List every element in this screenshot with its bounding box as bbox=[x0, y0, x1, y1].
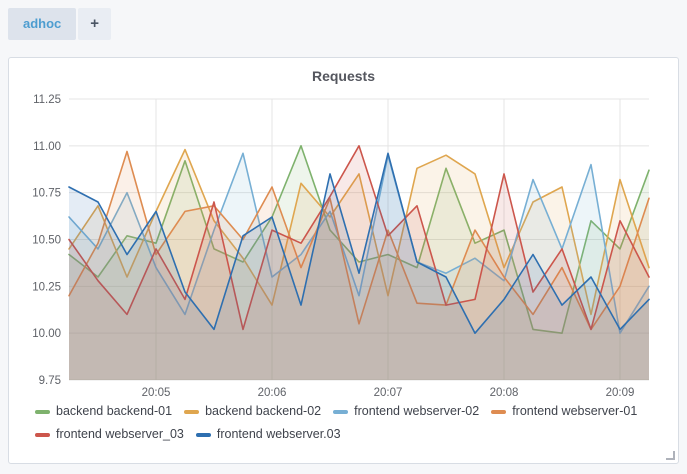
legend-series-color-marker bbox=[35, 409, 50, 414]
legend-series-label: backend backend-02 bbox=[205, 404, 322, 418]
chart-legend: backend backend-01 backend backend-02 fron… bbox=[9, 399, 678, 445]
series-area bbox=[69, 149, 649, 380]
legend-item[interactable]: frontend webserver-02 bbox=[333, 401, 479, 422]
series-line bbox=[68, 148, 650, 316]
x-axis-tick-label: 20:06 bbox=[258, 387, 287, 399]
series-area bbox=[69, 151, 649, 380]
y-axis-tick-label: 9.75 bbox=[39, 375, 61, 387]
legend-item[interactable]: frontend webserver_03 bbox=[35, 424, 184, 445]
resize-handle[interactable] bbox=[666, 451, 675, 460]
legend-series-label: backend backend-01 bbox=[56, 404, 173, 418]
legend-series-color-marker bbox=[184, 409, 200, 414]
legend-series-label: frontend webserver-01 bbox=[512, 404, 638, 418]
series-line bbox=[68, 152, 650, 334]
add-tab-button[interactable]: + bbox=[78, 8, 112, 40]
legend-series-label: frontend webserver_03 bbox=[56, 427, 184, 441]
chart-panel: Requests 11.25 11.00 10.75 10.50 10.25 10.00 9… bbox=[8, 57, 679, 464]
legend-item[interactable]: backend backend-01 bbox=[35, 401, 172, 422]
legend-series-color-marker bbox=[333, 409, 349, 414]
x-axis-tick-label: 20:09 bbox=[606, 387, 635, 399]
panel-title[interactable]: Requests bbox=[311, 68, 376, 84]
requests-chart: 11.25 11.00 10.75 10.50 10.25 10.00 9.75 20:05 2… bbox=[32, 94, 650, 399]
series-line bbox=[68, 144, 650, 331]
legend-series-color-marker bbox=[35, 432, 50, 437]
tab-bar: adhoc + bbox=[0, 0, 687, 40]
legend-series-color-marker bbox=[195, 432, 211, 437]
y-axis-tick-label: 11.00 bbox=[33, 141, 61, 153]
series-area bbox=[69, 145, 649, 380]
tab-adhoc[interactable]: adhoc bbox=[8, 8, 77, 40]
y-axis-tick-label: 10.25 bbox=[32, 281, 61, 293]
legend-item[interactable]: backend backend-02 bbox=[184, 401, 321, 422]
y-axis-tick-label: 11.25 bbox=[33, 94, 61, 106]
legend-item[interactable]: frontend webserver.03 bbox=[195, 424, 341, 445]
series-line bbox=[68, 144, 650, 334]
y-axis-tick-label: 10.00 bbox=[32, 328, 61, 340]
y-axis-tick-label: 10.75 bbox=[32, 188, 61, 200]
legend-series-label: frontend webserver.03 bbox=[216, 427, 341, 441]
y-axis-tick-label: 10.50 bbox=[32, 235, 61, 247]
plus-icon: + bbox=[90, 15, 100, 32]
legend-item[interactable]: frontend webserver-01 bbox=[491, 401, 637, 422]
x-axis-tick-label: 20:07 bbox=[374, 387, 403, 399]
series-line bbox=[68, 152, 650, 334]
legend-series-color-marker bbox=[491, 409, 507, 414]
x-axis-tick-label: 20:05 bbox=[142, 387, 171, 399]
legend-series-label: frontend webserver-02 bbox=[354, 404, 480, 418]
x-axis-tick-label: 20:08 bbox=[490, 387, 519, 399]
series-area bbox=[69, 153, 649, 380]
series-area bbox=[69, 153, 649, 380]
